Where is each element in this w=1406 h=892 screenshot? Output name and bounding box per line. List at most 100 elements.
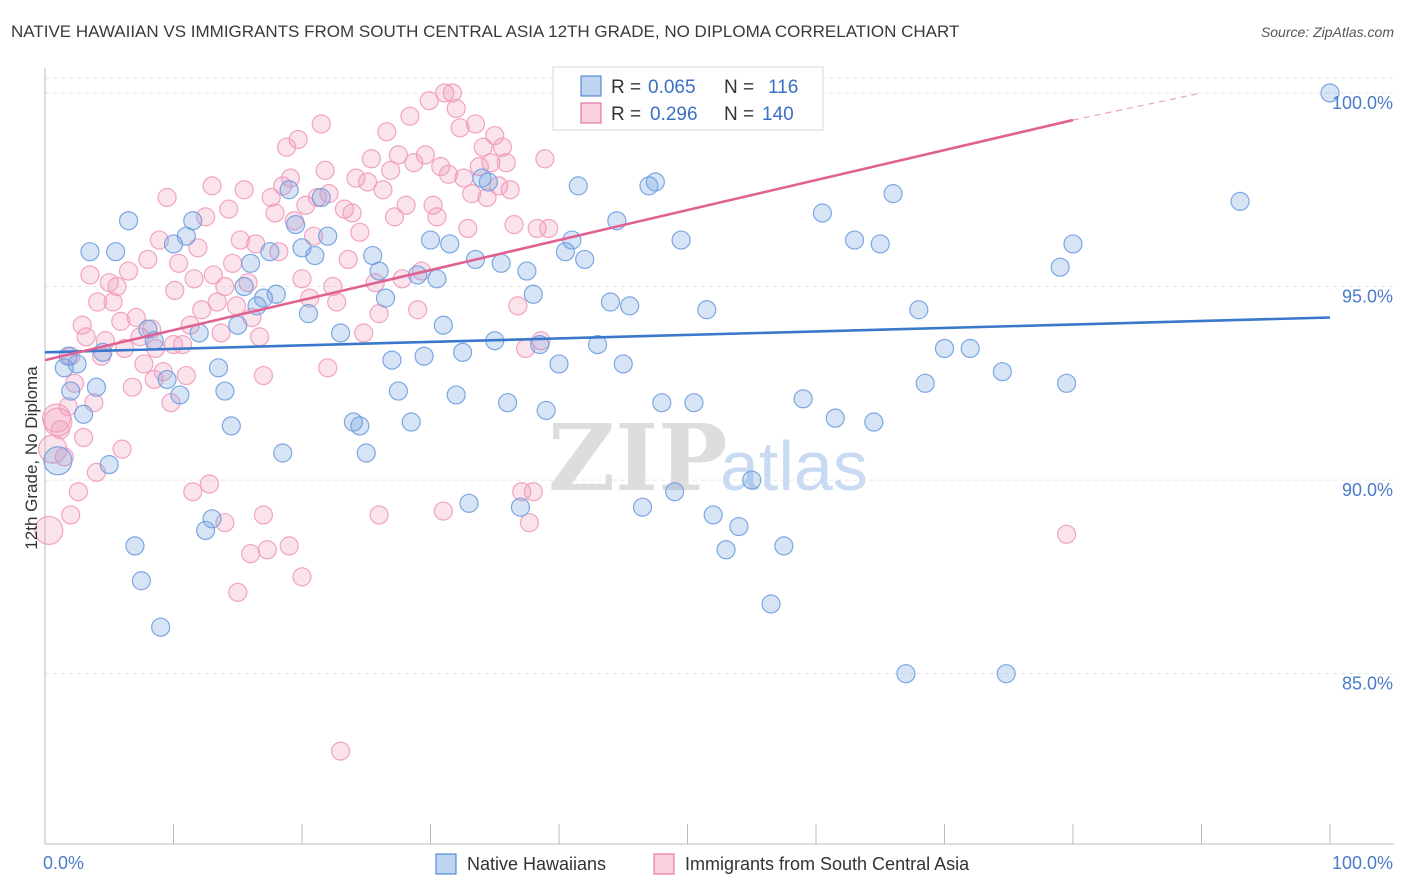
point-south-central-asia (496, 153, 516, 173)
point-south-central-asia (292, 567, 312, 587)
point-native-hawaiians (54, 358, 74, 378)
y-axis-label: 12th Grade, No Diploma (22, 366, 41, 550)
point-native-hawaiians (279, 180, 299, 200)
point-native-hawaiians (183, 211, 203, 231)
point-south-central-asia (469, 156, 489, 177)
point-native-hawaiians (600, 292, 621, 312)
point-native-hawaiians (67, 354, 87, 374)
chart-title: NATIVE HAWAIIAN VS IMMIGRANTS FROM SOUTH… (11, 22, 960, 41)
stats-r-value-native-hawaiians: 0.065 (648, 77, 696, 98)
watermark-zip: ZIP (548, 404, 727, 512)
point-native-hawaiians (716, 540, 736, 560)
stats-swatch-south-central-asia (580, 102, 602, 124)
point-native-hawaiians (774, 536, 794, 556)
y-tick-labels: 85.0% 90.0% 95.0% 100.0% (1332, 93, 1393, 694)
point-native-hawaiians (330, 323, 351, 343)
point-native-hawaiians (196, 520, 216, 541)
point-south-central-asia (279, 536, 299, 556)
point-south-central-asia (115, 338, 135, 359)
point-south-central-asia (369, 505, 389, 525)
trendline-native-hawaiians (44, 316, 1331, 354)
point-south-central-asia (431, 156, 451, 177)
point-native-hawaiians (420, 230, 441, 250)
point-south-central-asia (176, 365, 196, 386)
point-native-hawaiians (960, 338, 980, 359)
point-south-central-asia (34, 515, 64, 546)
point-south-central-asia (203, 265, 223, 285)
point-native-hawaiians (298, 304, 319, 324)
point-south-central-asia (462, 184, 482, 204)
point-native-hawaiians (652, 393, 672, 413)
point-south-central-asia (404, 153, 424, 173)
legend: Native Hawaiians Immigrants from South C… (435, 853, 970, 875)
point-south-central-asia (253, 365, 274, 386)
point-native-hawaiians (80, 242, 100, 262)
point-south-central-asia (261, 187, 281, 208)
point-south-central-asia (400, 106, 420, 126)
point-south-central-asia (253, 505, 274, 525)
point-south-central-asia (238, 273, 258, 293)
point-south-central-asia (112, 439, 132, 459)
stats-r-value-south-central-asia: 0.296 (650, 104, 698, 125)
point-native-hawaiians (1056, 373, 1077, 393)
point-native-hawaiians (401, 412, 421, 432)
point-south-central-asia (73, 427, 94, 448)
point-native-hawaiians (73, 404, 94, 424)
point-south-central-asia (223, 253, 243, 273)
point-native-hawaiians (555, 242, 576, 262)
point-south-central-asia (184, 269, 204, 289)
point-south-central-asia (527, 218, 547, 239)
point-south-central-asia (377, 122, 397, 142)
point-south-central-asia (257, 540, 277, 560)
point-native-hawaiians (273, 443, 293, 463)
y-tick-label: 90.0% (1342, 480, 1393, 500)
point-south-central-asia (226, 296, 247, 316)
point-native-hawaiians (613, 354, 633, 374)
point-native-hawaiians (151, 617, 171, 637)
point-south-central-asia (327, 292, 347, 312)
point-native-hawaiians (125, 536, 145, 556)
point-south-central-asia (292, 269, 312, 289)
point-south-central-asia (211, 323, 231, 343)
point-native-hawaiians (1230, 191, 1250, 211)
y-tick-label: 100.0% (1332, 93, 1393, 113)
point-native-hawaiians (761, 594, 781, 614)
point-native-hawaiians (266, 284, 286, 304)
point-native-hawaiians (729, 516, 749, 537)
y-tick-label: 85.0% (1342, 674, 1393, 694)
trendline-south-central-asia-extension (1072, 92, 1202, 121)
point-south-central-asia (228, 582, 248, 602)
point-south-central-asia (265, 203, 285, 223)
point-native-hawaiians (215, 381, 235, 401)
point-south-central-asia (423, 195, 443, 215)
point-south-central-asia (165, 280, 185, 301)
point-south-central-asia (450, 118, 470, 138)
point-native-hawaiians (305, 245, 325, 266)
point-south-central-asia (1056, 524, 1077, 544)
point-south-central-asia (357, 172, 378, 192)
point-native-hawaiians (440, 234, 460, 254)
x-tick-labels: 0.0% 100.0% (43, 853, 1393, 873)
point-south-central-asia (435, 83, 455, 103)
point-south-central-asia (458, 218, 478, 239)
point-native-hawaiians (369, 261, 389, 281)
point-south-central-asia (433, 501, 453, 521)
point-native-hawaiians (106, 242, 126, 262)
point-south-central-asia (442, 83, 462, 103)
point-south-central-asia (215, 513, 235, 533)
point-south-central-asia (311, 114, 331, 134)
point-native-hawaiians (382, 350, 402, 370)
point-south-central-asia (500, 180, 520, 200)
point-south-central-asia (373, 180, 393, 200)
point-native-hawaiians (170, 385, 190, 405)
point-south-central-asia (473, 137, 493, 157)
point-native-hawaiians (844, 230, 865, 250)
point-native-hawaiians (433, 315, 453, 335)
point-native-hawaiians (350, 416, 370, 436)
point-south-central-asia (330, 741, 351, 761)
point-south-central-asia (288, 129, 308, 150)
point-south-central-asia (149, 230, 169, 250)
point-south-central-asia (346, 168, 366, 188)
point-native-hawaiians (459, 493, 479, 513)
point-native-hawaiians (812, 203, 833, 223)
